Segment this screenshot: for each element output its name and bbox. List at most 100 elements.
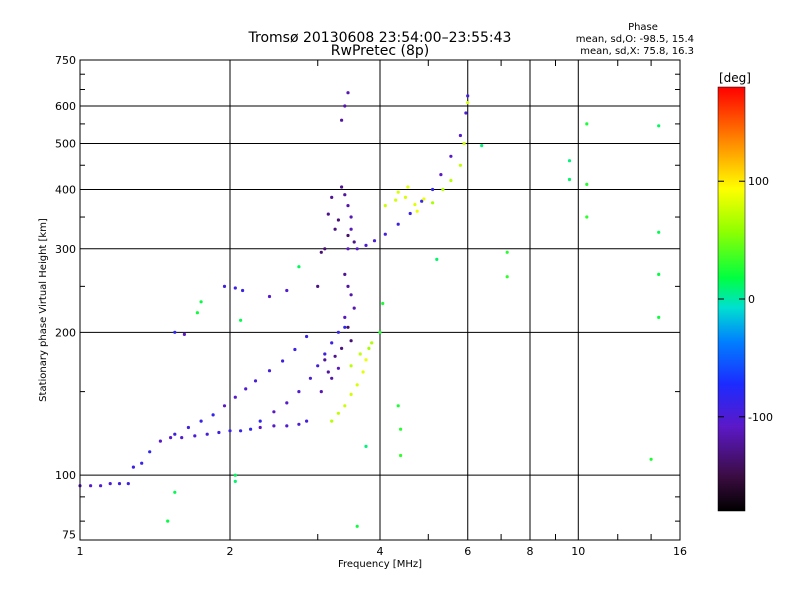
data-point xyxy=(272,410,276,414)
data-point xyxy=(355,247,359,251)
x-tick-label: 16 xyxy=(673,545,687,558)
data-point xyxy=(323,358,327,362)
data-point xyxy=(657,272,661,276)
data-point xyxy=(233,286,237,290)
data-point xyxy=(585,122,589,126)
data-point xyxy=(323,247,327,251)
data-point xyxy=(415,209,419,213)
data-point xyxy=(258,425,262,430)
data-point xyxy=(352,306,356,310)
y-tick-label: 600 xyxy=(55,100,76,113)
x-tick-label: 4 xyxy=(377,545,384,558)
data-point xyxy=(352,240,356,244)
data-point xyxy=(340,118,344,122)
data-point xyxy=(403,195,408,199)
data-point xyxy=(326,212,330,216)
grid-lines xyxy=(80,60,680,540)
data-point xyxy=(233,479,237,483)
data-point xyxy=(585,182,589,186)
data-point xyxy=(158,439,162,443)
data-point xyxy=(336,218,340,222)
data-point xyxy=(458,133,462,138)
data-point xyxy=(297,422,301,426)
y-tick-label: 200 xyxy=(55,326,76,339)
data-point xyxy=(381,301,385,306)
data-point xyxy=(364,444,368,448)
data-point xyxy=(367,346,371,350)
data-point xyxy=(305,334,309,339)
data-point xyxy=(330,376,334,380)
data-point xyxy=(195,311,199,315)
data-point xyxy=(343,315,347,319)
data-point xyxy=(117,482,122,486)
data-point xyxy=(267,369,272,373)
y-tick-label: 75 xyxy=(62,528,76,541)
x-tick-label: 8 xyxy=(527,545,534,558)
data-point xyxy=(355,524,359,528)
data-point xyxy=(349,392,353,396)
data-point xyxy=(449,178,453,183)
data-point xyxy=(343,272,347,276)
data-point xyxy=(396,404,400,408)
data-point xyxy=(399,453,403,458)
data-point xyxy=(316,284,320,288)
data-point xyxy=(466,101,470,105)
data-point xyxy=(364,358,368,362)
data-point xyxy=(343,104,347,108)
data-point xyxy=(228,429,232,433)
data-point xyxy=(349,339,353,343)
plot-frame xyxy=(79,59,681,541)
data-point xyxy=(422,197,426,201)
data-point xyxy=(340,185,344,189)
data-point xyxy=(346,233,350,238)
data-point xyxy=(330,195,334,199)
data-point xyxy=(186,425,190,430)
axis-ticks: 1 2 4 6 8 10 16 75 100 200 300 400 500 600 750 xyxy=(55,54,687,558)
data-point xyxy=(458,163,462,167)
data-point xyxy=(349,227,353,231)
data-point xyxy=(239,429,243,433)
data-point xyxy=(222,404,227,408)
data-point xyxy=(349,364,353,368)
x-tick-label: 6 xyxy=(464,545,471,558)
data-point xyxy=(396,222,400,226)
data-point xyxy=(330,419,334,423)
data-point xyxy=(323,352,327,356)
data-point xyxy=(657,124,661,128)
data-point xyxy=(383,232,387,236)
data-point xyxy=(217,430,221,435)
data-point xyxy=(406,185,410,189)
data-point xyxy=(408,211,412,216)
x-tick-label: 10 xyxy=(571,545,585,558)
data-point xyxy=(361,370,365,374)
data-point xyxy=(244,387,248,391)
data-point xyxy=(346,247,350,251)
data-point xyxy=(258,419,262,423)
data-point xyxy=(466,94,470,98)
data-point xyxy=(126,482,130,486)
data-point xyxy=(349,215,353,219)
data-point xyxy=(336,411,340,415)
data-point xyxy=(140,461,144,465)
colorbar-tick-label: 100 xyxy=(748,175,769,188)
data-point xyxy=(649,457,653,461)
data-point xyxy=(567,177,572,182)
data-point xyxy=(316,364,320,368)
data-point xyxy=(173,432,177,436)
data-point xyxy=(330,341,334,345)
data-point xyxy=(439,173,443,177)
data-point xyxy=(346,204,350,208)
chart-title: Tromsø 20130608 23:54:00–23:55:43 xyxy=(248,30,512,46)
data-point xyxy=(480,144,484,148)
data-point xyxy=(343,325,347,329)
data-point xyxy=(169,436,173,440)
data-point xyxy=(319,250,323,254)
data-point xyxy=(89,484,93,488)
data-point xyxy=(319,390,323,394)
data-point xyxy=(285,288,289,293)
data-point xyxy=(308,376,312,380)
data-point xyxy=(297,390,301,394)
data-point xyxy=(657,315,661,319)
data-point xyxy=(355,383,359,387)
y-tick-label: 300 xyxy=(55,243,76,256)
